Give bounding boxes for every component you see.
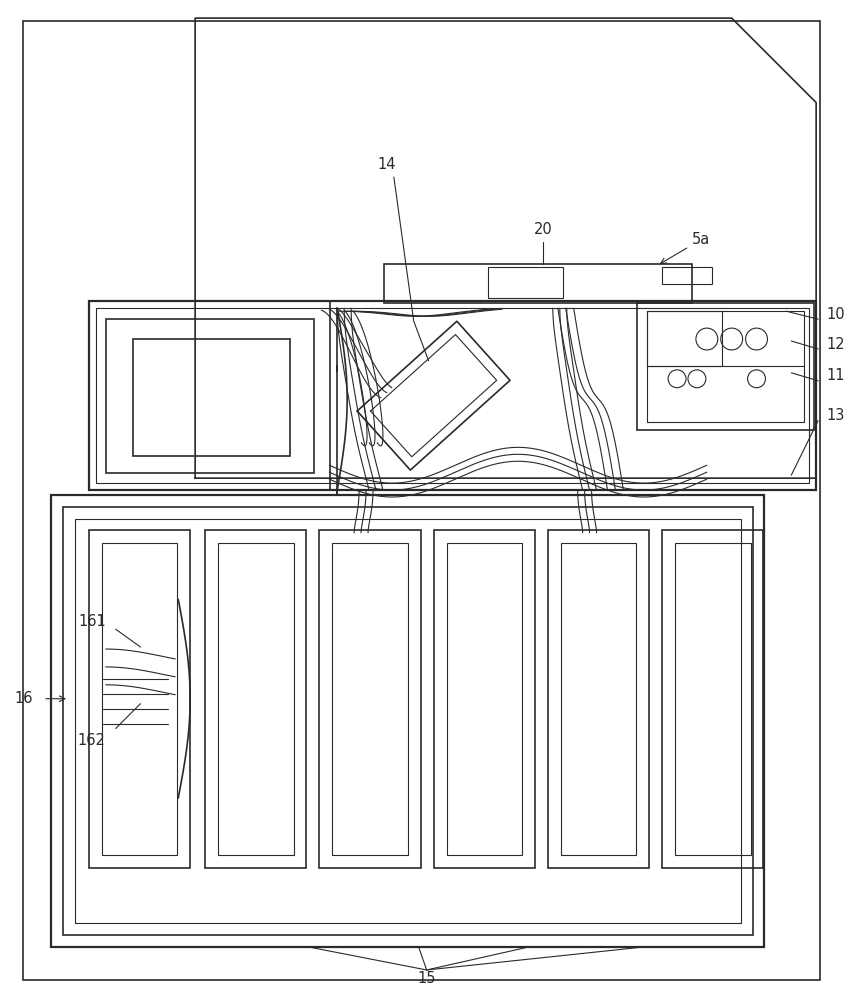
Bar (218, 543, 293, 855)
Text: 15: 15 (417, 971, 436, 986)
Bar (561, 543, 636, 855)
Bar (320, 530, 421, 868)
Bar (96, 308, 809, 483)
Text: 161: 161 (78, 614, 106, 629)
Bar (647, 311, 804, 422)
Text: 10: 10 (826, 307, 845, 322)
Text: 14: 14 (377, 157, 396, 172)
Bar (662, 267, 711, 284)
Text: 13: 13 (826, 408, 845, 423)
Bar (675, 543, 750, 855)
Text: 20: 20 (533, 222, 552, 237)
Bar (205, 530, 306, 868)
Bar (433, 530, 535, 868)
Bar (106, 319, 315, 473)
Bar (447, 543, 522, 855)
Bar (89, 301, 330, 490)
Bar (63, 507, 752, 935)
Text: 16: 16 (14, 691, 33, 706)
Bar (638, 303, 814, 430)
Bar (89, 530, 190, 868)
Bar (75, 519, 740, 923)
Text: 162: 162 (78, 733, 106, 748)
Bar (662, 530, 763, 868)
Bar (548, 530, 650, 868)
Bar (102, 543, 177, 855)
Bar (488, 267, 563, 298)
Bar (332, 543, 408, 855)
Bar (51, 495, 765, 947)
Bar (132, 339, 289, 456)
Text: 12: 12 (826, 337, 845, 352)
Bar (384, 264, 692, 303)
Bar (89, 301, 816, 490)
Bar (647, 311, 722, 366)
Text: 5a: 5a (661, 232, 710, 263)
Text: 11: 11 (826, 368, 845, 383)
